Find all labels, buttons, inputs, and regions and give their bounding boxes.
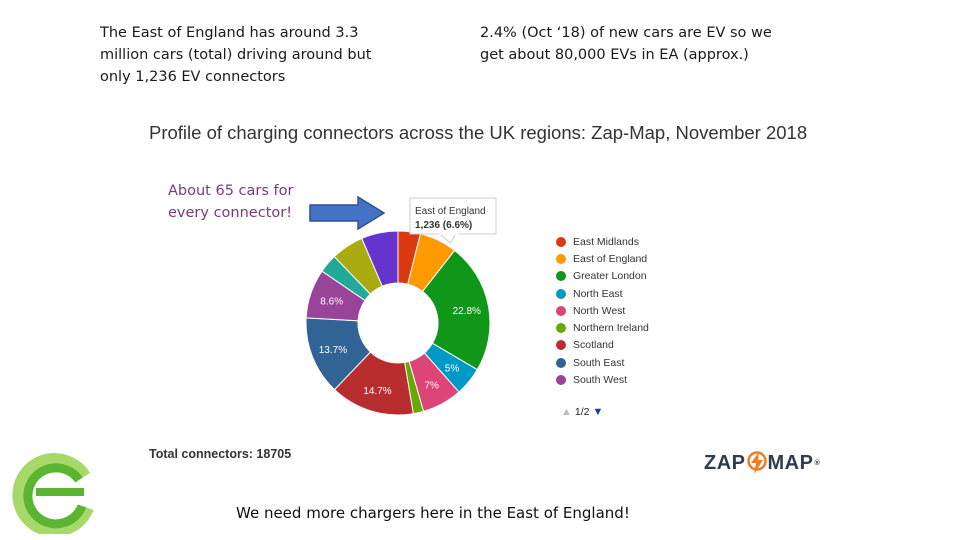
slice-label: 8.6% [320, 297, 343, 308]
legend-item[interactable]: Greater London [556, 268, 649, 285]
legend-label: Greater London [573, 270, 647, 283]
legend-label: Northern Ireland [573, 322, 649, 335]
legend-swatch [556, 253, 566, 264]
legend-swatch [556, 323, 566, 334]
legend-item[interactable]: North West [556, 302, 649, 319]
total-connectors: Total connectors: 18705 [149, 447, 292, 461]
legend-item[interactable]: North East [556, 285, 649, 302]
tooltip-label: East of England [415, 206, 486, 217]
zap-logo-left: ZAP [704, 451, 746, 474]
legend-item[interactable]: South East [556, 354, 649, 371]
legend-swatch [556, 271, 566, 282]
arrow-right-icon [309, 196, 386, 230]
legend-item[interactable]: Scotland [556, 337, 649, 354]
annotation-text: About 65 cars for every connector! [168, 183, 294, 221]
tooltip-value: 1,236 (6.6%) [415, 220, 472, 231]
legend-swatch [556, 340, 566, 351]
legend-label: East of England [573, 252, 648, 265]
bolt-icon [746, 451, 767, 474]
legend-label: East Midlands [573, 235, 639, 248]
slice-label: 22.8% [453, 306, 481, 317]
legend-swatch [556, 305, 566, 316]
chart-title: Profile of charging connectors across th… [149, 122, 808, 143]
zap-map-logo: ZAP MAP ® [704, 450, 820, 476]
legend-label: South East [573, 356, 625, 369]
legend-label: Scotland [573, 339, 614, 352]
registered-mark: ® [814, 459, 821, 467]
prev-page-icon[interactable]: ▲ [561, 406, 572, 418]
chart-tooltip: East of England 1,236 (6.6%) [409, 197, 497, 244]
slice-label: 5% [445, 364, 460, 375]
slice-label: 7% [424, 380, 439, 391]
legend-item[interactable]: Northern Ireland [556, 319, 649, 336]
legend-label: South West [573, 374, 628, 387]
legend-swatch [556, 236, 566, 247]
slice-label: 14.7% [363, 386, 391, 397]
legend-label: North East [573, 287, 623, 300]
legend-item[interactable]: East of England [556, 250, 649, 267]
legend-item[interactable]: East Midlands [556, 233, 649, 250]
note-left: The East of England has around 3.3 milli… [100, 25, 372, 85]
pie-slice[interactable] [421, 249, 491, 371]
legend-swatch [556, 288, 566, 299]
donut-chart: 22.8% 5% 7% 14.7% 13.7% 8.6% East of England … [305, 197, 497, 416]
pie-slice[interactable] [361, 230, 399, 287]
ev-logo-icon [12, 453, 94, 534]
pager-text: 1/2 [574, 406, 590, 418]
legend-label: North West [573, 304, 626, 317]
legend-item[interactable]: South West [556, 371, 649, 388]
chart-legend: East Midlands East of England Greater Lond… [556, 233, 649, 389]
legend-swatch [556, 375, 566, 386]
legend-swatch [556, 357, 566, 368]
slice-label: 13.7% [319, 345, 347, 356]
bottom-note: We need more chargers here in the East o… [236, 504, 630, 522]
note-right: 2.4% (Oct ‘18) of new cars are EV so we … [480, 25, 772, 63]
next-page-icon[interactable]: ▼ [592, 406, 604, 418]
zap-logo-right: MAP [767, 451, 814, 474]
legend-pager: ▲ 1/2 ▼ [561, 406, 603, 418]
